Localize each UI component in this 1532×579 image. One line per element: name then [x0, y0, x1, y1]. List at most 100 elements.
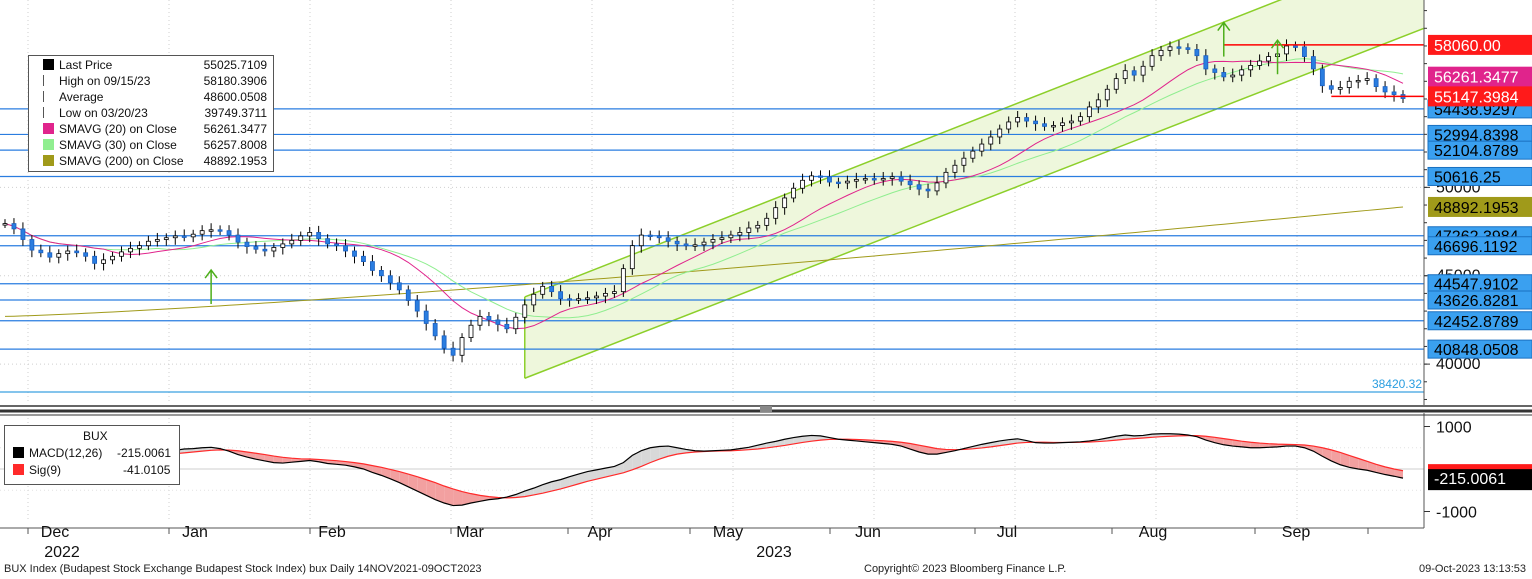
- macd-histogram-fill: [632, 450, 642, 470]
- candle-body: [809, 175, 814, 181]
- candle-body: [1230, 74, 1236, 78]
- candle-body: [755, 224, 761, 229]
- macd-histogram-fill: [255, 453, 265, 461]
- x-month-label: Mar: [456, 524, 484, 541]
- legend-swatch: [43, 75, 50, 86]
- candle-body: [692, 244, 698, 247]
- candle-body: [253, 246, 259, 250]
- candle-body: [871, 178, 877, 181]
- candle-body: [880, 178, 886, 181]
- candle-body: [20, 228, 26, 240]
- legend-value: 56257.8008: [203, 138, 267, 152]
- macd-histogram-fill: [542, 481, 552, 494]
- candle-body: [585, 297, 590, 300]
- candle-body: [307, 232, 313, 237]
- trend-channel-lower: [524, 27, 1425, 379]
- candle-body: [477, 315, 483, 326]
- candle-body: [594, 295, 599, 299]
- macd-histogram-fill: [802, 435, 812, 443]
- value-flag: [1428, 66, 1532, 87]
- candle-body: [1185, 47, 1191, 50]
- candle-body: [898, 176, 904, 182]
- candle-body: [163, 237, 169, 240]
- candle-body: [746, 227, 752, 233]
- candle-body: [1337, 87, 1343, 90]
- macd-histogram-fill: [784, 437, 794, 446]
- level-flag-label: 40848.0508: [1434, 342, 1519, 359]
- candle-body: [567, 298, 572, 301]
- candle-body: [352, 250, 357, 257]
- x-month-label: Jun: [855, 524, 881, 541]
- level-flag: [1427, 311, 1532, 331]
- candle-body: [916, 184, 922, 190]
- candle-body: [558, 291, 564, 300]
- legend-label: High on 09/15/23: [59, 74, 151, 88]
- candle-body: [629, 245, 635, 270]
- candle-body: [1042, 123, 1047, 127]
- candle-body: [11, 223, 17, 230]
- macd-histogram-fill: [1259, 443, 1269, 448]
- candle-body: [1077, 116, 1083, 122]
- candle-body: [38, 249, 44, 254]
- macd-histogram-fill: [408, 474, 418, 492]
- candle-body: [423, 310, 429, 324]
- candle-body: [1122, 70, 1128, 80]
- footer-copyright: Copyright© 2023 Bloomberg Finance L.P.: [864, 563, 1067, 575]
- level-flag: [1427, 166, 1532, 186]
- candle-body: [1373, 78, 1379, 88]
- candle-body: [1140, 65, 1146, 76]
- signal-line: [4, 435, 1404, 499]
- macd-histogram-fill: [650, 446, 660, 463]
- macd-histogram-fill: [901, 442, 911, 450]
- legend-item: High on 09/15/23 58180.3906: [29, 73, 273, 89]
- candle-body: [101, 259, 106, 264]
- candle-body: [1131, 70, 1137, 76]
- candle-body: [1302, 46, 1307, 57]
- macd-histogram-fill: [453, 488, 463, 506]
- candle-body: [47, 252, 53, 258]
- macd-histogram-fill: [282, 457, 292, 464]
- candle-body: [92, 255, 98, 264]
- macd-histogram-fill: [641, 447, 651, 467]
- level-flag: [1427, 236, 1532, 256]
- macd-histogram-fill: [605, 466, 615, 478]
- level-flag: [1427, 290, 1532, 310]
- candle-body: [208, 229, 214, 232]
- candle-body: [504, 323, 510, 330]
- candle-body: [405, 289, 411, 301]
- macd-histogram-fill: [1304, 444, 1314, 452]
- value-flag-label: 55147.3984: [1434, 89, 1519, 106]
- sma-200-line: [4, 206, 1404, 317]
- candle-body: [764, 217, 770, 226]
- macd-histogram-fill: [462, 491, 471, 506]
- x-month-label: Dec: [41, 524, 69, 541]
- macd-value: -215.0061: [117, 446, 172, 460]
- candle-body: [110, 255, 115, 261]
- macd-histogram-fill: [238, 450, 247, 458]
- candle-body: [137, 245, 142, 249]
- candle-body: [1310, 56, 1316, 70]
- macd-histogram-fill: [363, 463, 373, 473]
- macd-histogram-fill: [1331, 449, 1341, 465]
- candle-body: [334, 243, 339, 247]
- candle-body: [441, 335, 447, 349]
- candle-body: [1364, 78, 1370, 81]
- macd-histogram-fill: [417, 476, 427, 496]
- candle-body: [172, 235, 178, 239]
- legend-value: 56261.3477: [203, 122, 267, 136]
- macd-histogram-fill: [264, 454, 274, 463]
- signal-label: Sig(9): [29, 463, 62, 477]
- candle-body: [531, 293, 537, 306]
- macd-histogram-fill: [1241, 441, 1251, 448]
- x-month-label: Aug: [1139, 524, 1167, 541]
- x-month-label: Jul: [997, 524, 1017, 541]
- candle-body: [289, 239, 295, 245]
- candle-body: [844, 180, 850, 184]
- macd-flag-label: -215.0061: [1434, 471, 1506, 488]
- candle-body: [934, 182, 940, 192]
- legend-label: Average: [59, 90, 104, 104]
- macd-histogram-fill: [435, 482, 445, 503]
- candle-body: [29, 239, 35, 251]
- macd-histogram-fill: [273, 456, 283, 464]
- macd-histogram-fill: [1223, 438, 1233, 447]
